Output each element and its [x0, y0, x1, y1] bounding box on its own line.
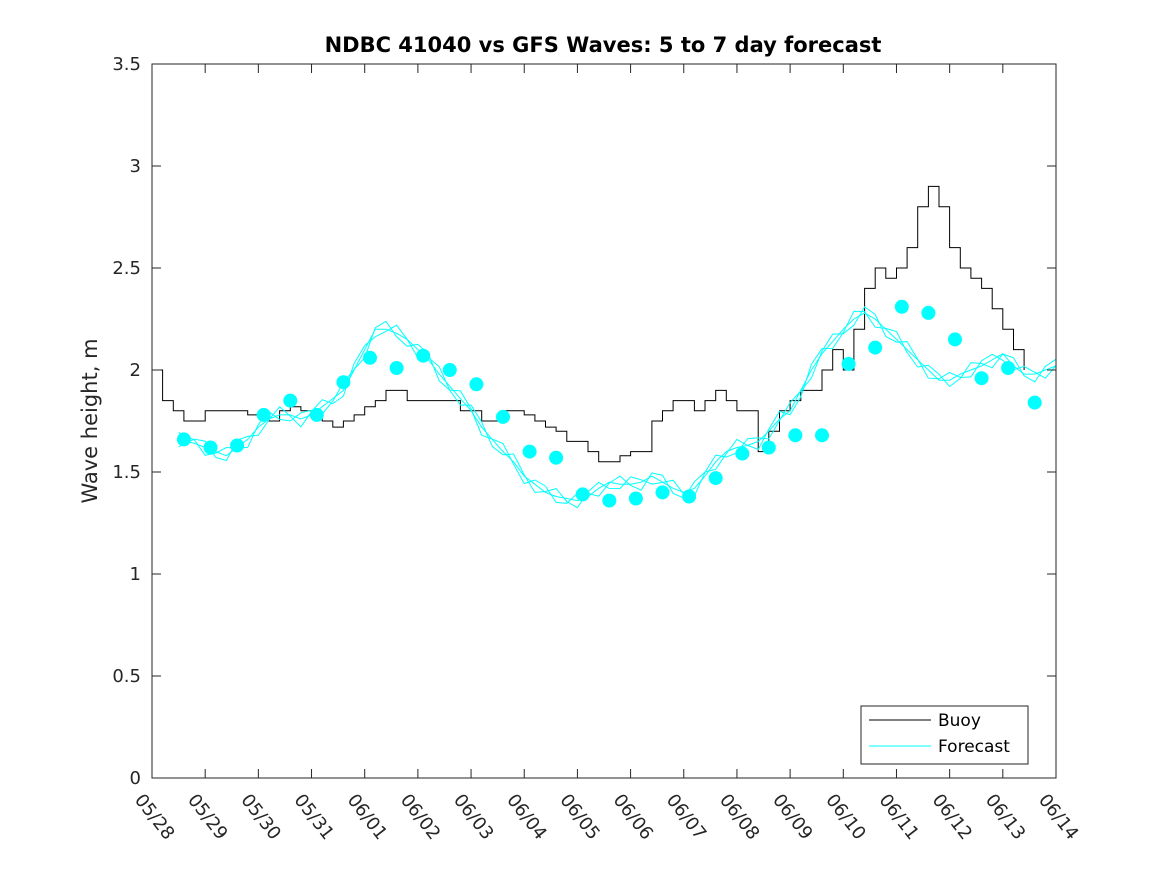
forecast-series-line	[178, 310, 1057, 504]
plot-frame	[151, 63, 1057, 779]
forecast-point	[1001, 361, 1016, 375]
legend-buoy-label: Buoy	[938, 711, 981, 731]
y-tick-label: 0.5	[112, 666, 141, 687]
y-axis-label: Wave height, m	[78, 338, 102, 503]
forecast-point	[815, 428, 829, 443]
forecast-point	[256, 407, 271, 422]
forecast-point	[921, 305, 936, 320]
forecast-point	[761, 440, 776, 455]
forecast-point	[868, 340, 883, 355]
legend-box	[860, 705, 1029, 765]
forecast-point	[283, 393, 298, 408]
forecast-point	[336, 375, 351, 390]
forecast-series-line	[178, 306, 1057, 509]
forecast-point	[575, 487, 590, 502]
y-tick-label: 2.5	[112, 258, 141, 279]
forecast-point	[1027, 395, 1042, 410]
forecast-point	[628, 491, 643, 506]
forecast-point	[176, 432, 191, 447]
forecast-point	[549, 450, 564, 465]
chart-title: NDBC 41040 vs GFS Waves: 5 to 7 day fore…	[325, 33, 882, 57]
y-tick-label: 2	[130, 360, 141, 381]
forecast-point	[708, 471, 723, 486]
y-tick-label: 0	[130, 768, 141, 789]
forecast-point	[735, 446, 750, 461]
series-layer	[152, 185, 1057, 509]
forecast-point	[442, 363, 457, 377]
y-tick-label: 3.5	[112, 54, 141, 75]
forecast-point	[682, 489, 697, 504]
legend-forecast-label: Forecast	[938, 737, 1010, 757]
y-tick-label: 1	[130, 564, 141, 585]
y-tick-label: 3	[130, 156, 141, 177]
forecast-point	[948, 332, 962, 347]
forecast-point	[363, 350, 377, 365]
y-axis: 0 0.5 1 1.5 2 2.5 3 3.5	[112, 54, 1056, 789]
forecast-point	[602, 493, 617, 508]
forecast-point	[788, 428, 803, 443]
forecast-point	[974, 371, 989, 386]
forecast-point	[230, 438, 245, 453]
forecast-point	[841, 356, 856, 371]
forecast-point	[416, 348, 431, 363]
forecast-point	[203, 440, 218, 455]
forecast-point	[389, 361, 404, 375]
forecast-point	[894, 299, 909, 314]
forecast-point	[496, 409, 510, 424]
legend: Buoy Forecast	[860, 705, 1029, 765]
forecast-point	[522, 444, 537, 459]
y-tick-label: 1.5	[112, 462, 141, 483]
forecast-point	[469, 377, 484, 392]
forecast-series-line	[178, 312, 1057, 502]
forecast-point	[309, 407, 324, 422]
forecast-point	[655, 485, 670, 500]
